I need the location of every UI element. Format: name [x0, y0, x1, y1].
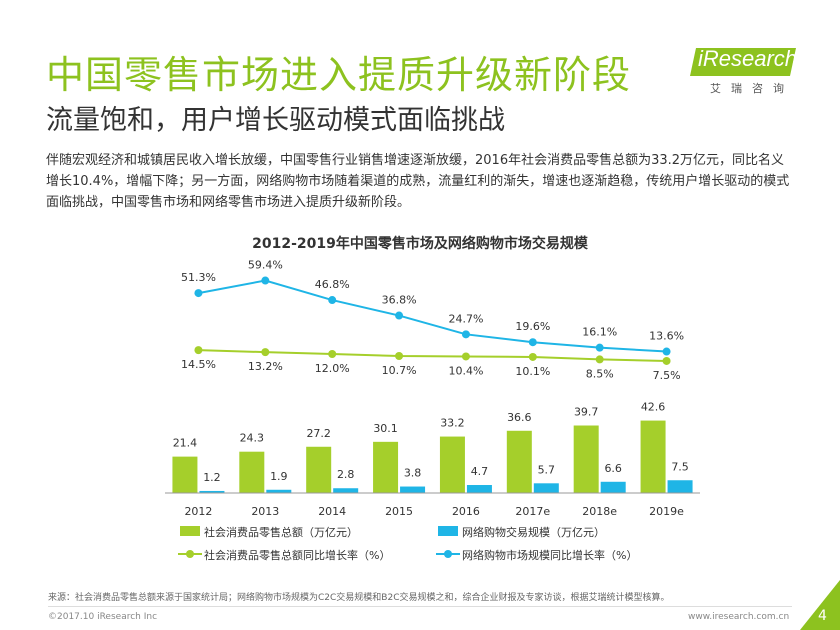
point-online-2013: [261, 276, 270, 285]
bar-label-retail: 39.7: [574, 406, 599, 419]
x-tick-label: 2018e: [582, 505, 617, 518]
copyright: ©2017.10 iResearch Inc: [48, 612, 158, 622]
x-tick-label: 2017e: [515, 505, 550, 518]
bar-label-online: 5.7: [538, 463, 556, 476]
x-tick-label: 2016: [452, 505, 480, 518]
website-link[interactable]: www.iresearch.com.cn: [688, 612, 790, 622]
bar-label-retail: 33.2: [440, 417, 465, 430]
legend-label-1: 网络购物交易规模（万亿元）: [462, 525, 605, 539]
chart-title: 2012-2019年中国零售市场及网络购物市场交易规模: [252, 236, 588, 252]
point-label-online: 59.4%: [248, 259, 283, 272]
bar-label-retail: 30.1: [373, 422, 398, 435]
bar-2012-online: [199, 490, 225, 493]
point-label-retail: 10.7%: [382, 364, 417, 377]
x-tick-label: 2013: [251, 505, 279, 518]
intro-paragraph: 伴随宏观经济和城镇居民收入增长放缓，中国零售行业销售增速逐渐放缓，2016年社会…: [46, 153, 790, 210]
page-subtitle: 流量饱和，用户增长驱动模式面临挑战: [46, 105, 505, 136]
line-online-growth: [198, 279, 667, 353]
point-label-retail: 10.4%: [448, 364, 483, 377]
footer-divider: [48, 606, 792, 607]
legend-swatch-1: [438, 526, 458, 536]
source-note: 来源：社会消费品零售总额来源于国家统计局；网络购物市场规模为C2C交易规模和B2…: [48, 593, 670, 603]
legend-label-0: 社会消费品零售总额（万亿元）: [204, 525, 358, 539]
logo-background-icon: [690, 48, 796, 76]
bar-2018e-retail: [573, 425, 599, 493]
bar-label-retail: 21.4: [173, 437, 198, 450]
point-label-retail: 10.1%: [515, 365, 550, 378]
point-online-2018e: [595, 343, 604, 352]
bar-label-online: 2.8: [337, 468, 355, 481]
point-label-online: 24.7%: [448, 312, 483, 325]
point-retail-2015: [395, 352, 404, 361]
page-title: 中国零售市场进入提质升级新阶段: [46, 53, 632, 97]
bar-2012-retail: [172, 456, 198, 493]
point-retail-2019e: [662, 356, 671, 365]
point-label-retail: 8.5%: [586, 367, 614, 380]
point-label-online: 46.8%: [315, 278, 350, 291]
bar-label-online: 1.2: [203, 471, 221, 484]
bar-label-retail: 42.6: [641, 401, 666, 414]
logo-sub-text: 艾瑞咨询: [710, 82, 794, 95]
bar-label-online: 3.8: [404, 467, 422, 480]
point-label-online: 16.1%: [582, 326, 617, 339]
corner-decoration-icon: [800, 580, 840, 630]
bar-2018e-online: [600, 481, 626, 493]
point-online-2016: [461, 330, 470, 339]
bar-2017e-retail: [506, 430, 532, 493]
bar-label-online: 6.6: [604, 462, 622, 475]
bar-label-retail: 36.6: [507, 411, 532, 424]
bar-2017e-online: [533, 483, 559, 493]
legend-label-3: 网络购物市场规模同比增长率（%）: [462, 548, 637, 562]
legend-swatch-0: [180, 526, 200, 536]
iresearch-logo: iResearch 艾瑞咨询: [690, 46, 798, 96]
bar-label-online: 7.5: [671, 460, 689, 473]
bar-2015-online: [400, 486, 426, 493]
point-retail-2016: [461, 352, 470, 361]
bar-label-online: 1.9: [270, 470, 288, 483]
x-tick-label: 2014: [318, 505, 346, 518]
point-retail-2018e: [595, 355, 604, 364]
bar-2013-retail: [239, 451, 265, 493]
bar-2014-online: [333, 488, 359, 493]
bar-2019e-retail: [640, 420, 666, 493]
point-label-online: 19.6%: [515, 320, 550, 333]
point-label-retail: 7.5%: [653, 369, 681, 382]
point-online-2015: [395, 311, 404, 320]
logo-brand-text: iResearch: [698, 46, 798, 71]
bar-2014-retail: [306, 446, 332, 493]
legend-label-2: 社会消费品零售总额同比增长率（%）: [204, 548, 390, 562]
x-tick-label: 2015: [385, 505, 413, 518]
x-tick-label: 2019e: [649, 505, 684, 518]
bar-2019e-online: [667, 480, 693, 493]
point-online-2019e: [662, 347, 671, 356]
point-retail-2013: [261, 348, 270, 357]
legend-marker-2: [186, 550, 194, 558]
point-label-retail: 14.5%: [181, 358, 216, 371]
point-online-2014: [328, 296, 337, 305]
point-label-retail: 12.0%: [315, 362, 350, 375]
point-online-2012: [194, 289, 203, 298]
legend-marker-3: [444, 550, 452, 558]
point-label-online: 13.6%: [649, 330, 684, 343]
point-online-2017e: [528, 338, 537, 347]
point-label-online: 36.8%: [382, 294, 417, 307]
page-number: 4: [818, 608, 827, 624]
x-tick-label: 2012: [184, 505, 212, 518]
bar-label-retail: 27.2: [306, 427, 331, 440]
point-label-retail: 13.2%: [248, 360, 283, 373]
point-retail-2014: [328, 350, 337, 358]
point-label-online: 51.3%: [181, 271, 216, 284]
bar-2016-retail: [439, 436, 465, 493]
bar-label-online: 4.7: [471, 465, 489, 478]
point-retail-2012: [194, 346, 203, 355]
bar-label-retail: 24.3: [240, 432, 265, 445]
bar-2015-retail: [373, 441, 399, 493]
point-retail-2017e: [528, 352, 537, 361]
bar-2016-online: [466, 485, 492, 493]
line-retail-growth: [198, 349, 667, 362]
bar-2013-online: [266, 489, 292, 493]
